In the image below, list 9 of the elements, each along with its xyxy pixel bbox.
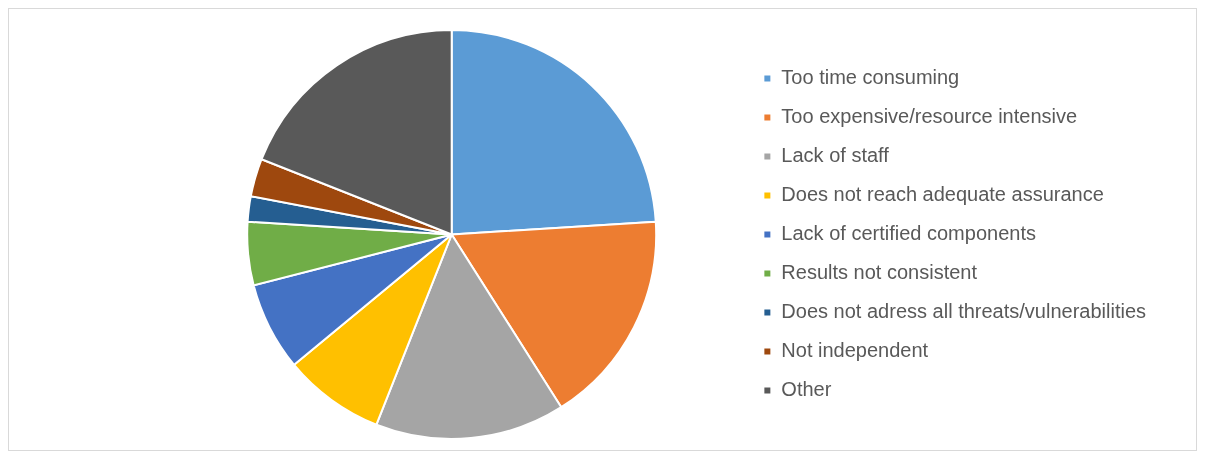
- legend-label: Too time consuming: [781, 66, 960, 89]
- legend-label: Does not adress all threats/vulnerabilities: [781, 300, 1147, 323]
- legend-label: Lack of certified components: [781, 222, 1036, 245]
- legend-label: Results not consistent: [781, 261, 978, 284]
- legend-label: Too expensive/resource intensive: [781, 105, 1078, 128]
- legend-label: Does not reach adequate assurance: [781, 183, 1104, 206]
- legend-label: Not independent: [781, 339, 929, 362]
- legend-label: Other: [781, 378, 832, 401]
- legend-label: Lack of staff: [781, 144, 890, 167]
